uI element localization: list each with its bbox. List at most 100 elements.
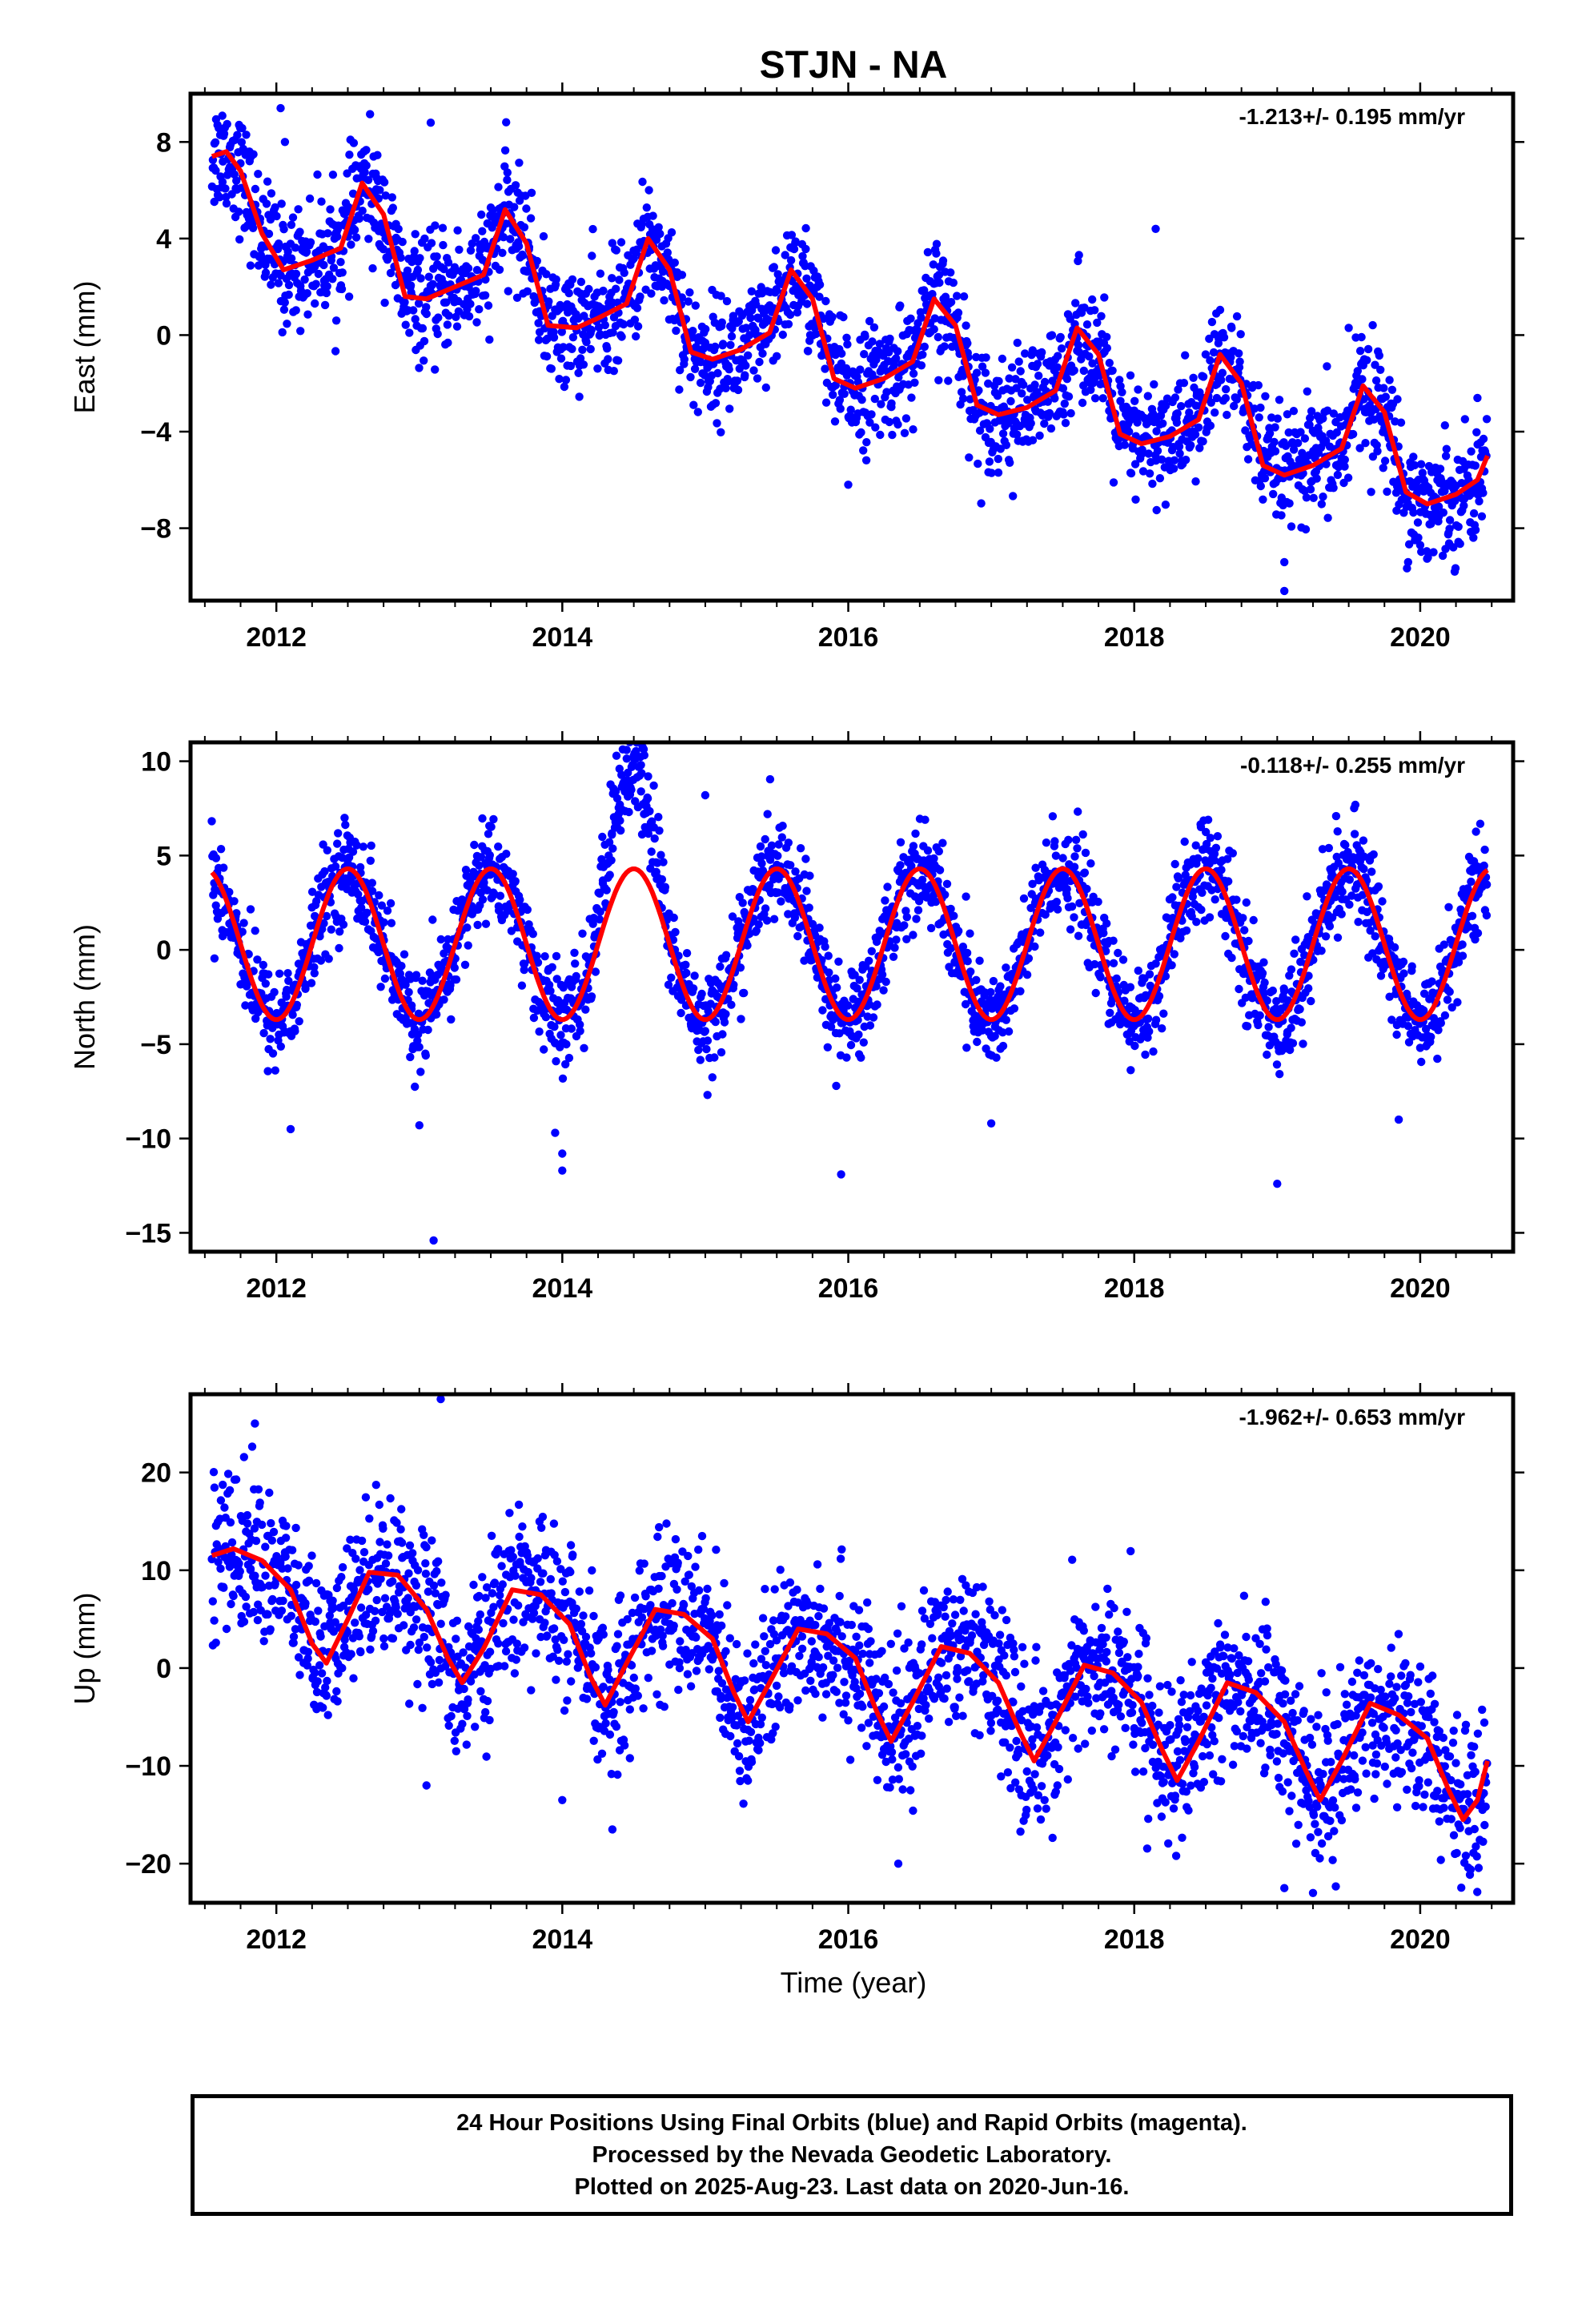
data-point xyxy=(1268,986,1278,995)
data-point xyxy=(1206,834,1215,842)
data-point xyxy=(1443,995,1452,1004)
data-point xyxy=(1219,333,1229,342)
data-point xyxy=(724,376,733,386)
data-point xyxy=(717,292,725,300)
data-point xyxy=(241,1001,250,1010)
data-point xyxy=(544,297,553,306)
data-point xyxy=(288,1011,297,1019)
data-point xyxy=(1275,396,1284,404)
data-point xyxy=(1227,953,1236,963)
data-point xyxy=(958,394,968,403)
data-point xyxy=(950,911,958,920)
data-point xyxy=(434,313,443,322)
data-point xyxy=(929,260,938,269)
data-point xyxy=(1449,543,1458,552)
data-point xyxy=(472,234,480,243)
data-point xyxy=(836,404,845,413)
data-point xyxy=(380,974,390,983)
data-point xyxy=(1151,1015,1161,1024)
data-point xyxy=(264,970,273,979)
data-point xyxy=(1012,384,1021,392)
data-point xyxy=(721,1010,730,1019)
y-tick-label: −8 xyxy=(140,514,171,545)
outlier-point xyxy=(622,746,631,754)
data-point xyxy=(320,866,329,876)
data-point xyxy=(550,1022,559,1031)
data-point xyxy=(624,807,633,817)
data-point xyxy=(1125,427,1134,436)
data-point xyxy=(424,1025,432,1035)
data-point xyxy=(909,369,918,378)
data-point xyxy=(595,915,604,924)
data-point xyxy=(333,839,342,848)
data-point xyxy=(973,1037,982,1047)
data-point xyxy=(726,340,735,349)
data-point xyxy=(473,920,482,930)
data-point xyxy=(514,242,524,251)
data-point xyxy=(741,371,749,380)
data-point xyxy=(311,279,320,288)
data-point xyxy=(1185,408,1194,417)
data-point xyxy=(869,323,879,332)
data-point xyxy=(319,260,328,270)
data-point xyxy=(1211,843,1221,853)
data-point xyxy=(892,935,901,944)
data-point xyxy=(1383,487,1391,497)
data-point xyxy=(1379,464,1387,472)
data-point xyxy=(586,344,595,354)
data-point xyxy=(591,967,600,976)
data-point xyxy=(1371,376,1381,385)
velocity-rate-label: -1.213+/- 0.195 mm/yr xyxy=(1239,104,1465,129)
data-point xyxy=(1264,1023,1273,1031)
data-point xyxy=(306,238,315,247)
data-point xyxy=(1471,935,1480,944)
data-point xyxy=(834,957,843,967)
data-point xyxy=(335,943,343,953)
data-point xyxy=(642,203,651,212)
data-point xyxy=(658,267,668,276)
outlier-point xyxy=(551,1128,560,1137)
data-point xyxy=(870,394,880,404)
data-point xyxy=(831,380,841,390)
data-point xyxy=(1368,949,1377,958)
data-point xyxy=(323,229,332,238)
data-point xyxy=(881,896,889,905)
data-point xyxy=(1471,525,1480,534)
data-point xyxy=(923,247,933,257)
data-point xyxy=(235,235,244,244)
data-point xyxy=(1301,525,1311,534)
data-point xyxy=(401,320,410,329)
data-point xyxy=(1476,819,1485,828)
data-point xyxy=(379,178,389,187)
data-point xyxy=(1013,430,1022,439)
data-point xyxy=(823,1043,833,1052)
data-point xyxy=(1379,384,1388,392)
data-point xyxy=(1154,953,1163,962)
data-point xyxy=(1094,897,1102,907)
data-point xyxy=(235,207,243,216)
data-point xyxy=(856,365,865,374)
data-point xyxy=(375,891,383,900)
data-point xyxy=(502,118,511,127)
data-point xyxy=(630,316,640,324)
data-point xyxy=(1005,374,1014,383)
data-point xyxy=(917,875,927,884)
data-point xyxy=(1403,557,1413,567)
data-point xyxy=(761,383,770,392)
data-point xyxy=(232,909,241,918)
data-point xyxy=(619,320,628,329)
data-point xyxy=(223,119,231,129)
data-point xyxy=(1059,410,1068,419)
data-point xyxy=(1078,830,1087,839)
data-point xyxy=(906,314,915,323)
data-point xyxy=(357,903,366,912)
data-point xyxy=(1057,344,1066,353)
data-point xyxy=(809,266,818,275)
data-point xyxy=(1212,393,1222,403)
data-point xyxy=(556,1031,565,1039)
data-point xyxy=(1317,947,1326,955)
data-point xyxy=(251,184,260,194)
data-point xyxy=(534,319,543,328)
data-point xyxy=(612,246,620,255)
data-point xyxy=(1018,389,1026,398)
